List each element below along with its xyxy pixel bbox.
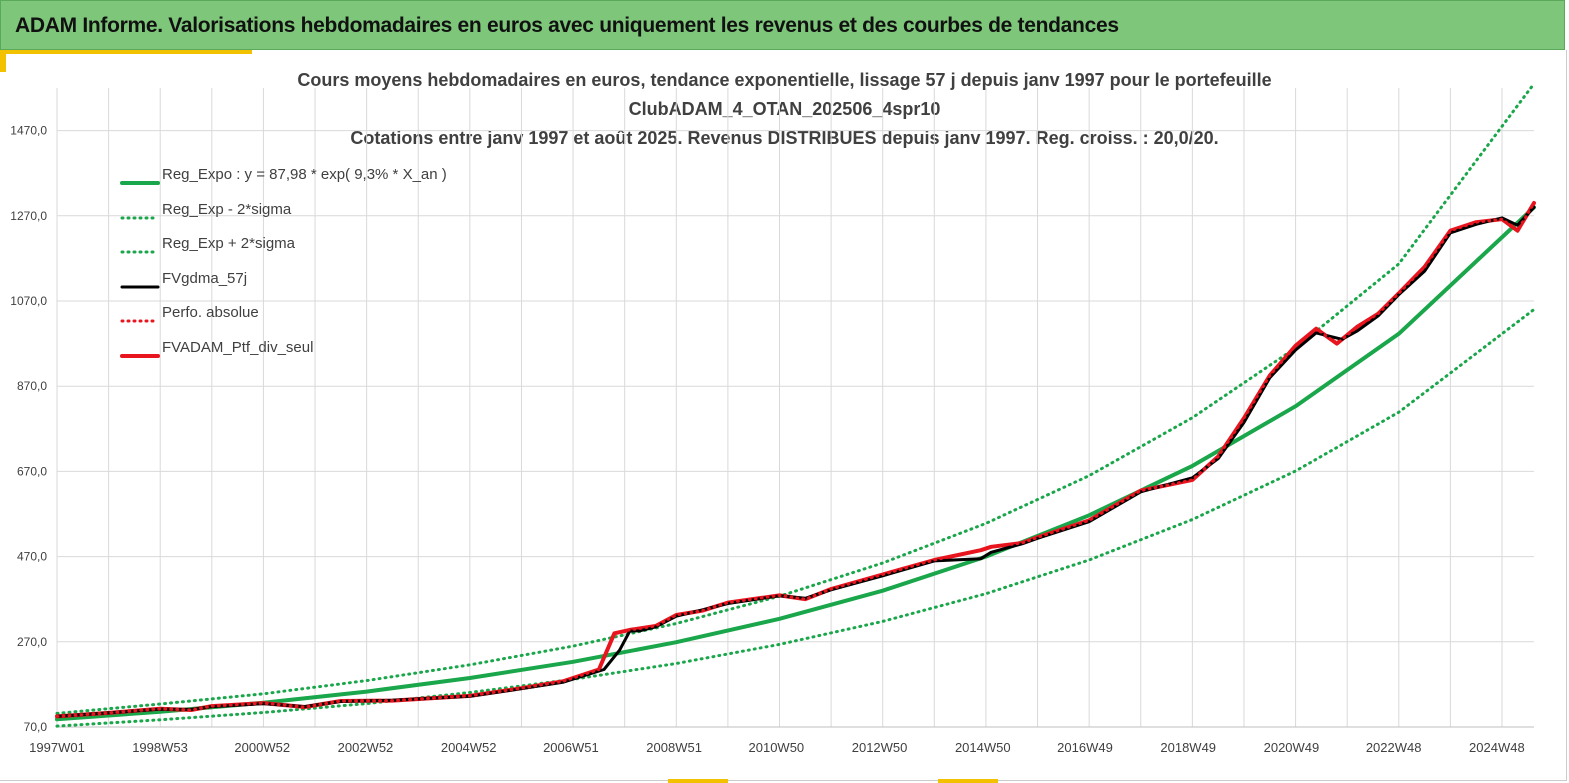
- legend-label-fvgdma: FVgdma_57j: [162, 269, 248, 287]
- series-line-0: [55, 205, 1536, 722]
- legend-swatch-fvadam: [120, 346, 160, 358]
- y-tick-label: 70,0: [24, 720, 48, 734]
- x-tick-label: 2000W52: [234, 740, 290, 755]
- x-tick-label: 2022W48: [1366, 740, 1422, 755]
- x-tick-label: 2006W51: [543, 740, 599, 755]
- page-title: ADAM Informe. Valorisations hebdomadaire…: [15, 14, 1119, 37]
- x-tick-label: 2010W50: [749, 740, 805, 755]
- legend-swatch-line: [120, 353, 160, 358]
- x-tick-label: 2008W51: [646, 740, 702, 755]
- y-tick-label: 670,0: [17, 464, 47, 478]
- x-tick-label: 2012W50: [852, 740, 908, 755]
- legend-swatch-reg-exp-minus: [120, 208, 160, 219]
- x-tick-label: 2020W49: [1264, 740, 1320, 755]
- legend-swatch-line: [120, 250, 160, 254]
- series-line-4: [55, 201, 1536, 718]
- x-tick-label: 2002W52: [338, 740, 394, 755]
- tick-layer: 70,0 270,0 470,0 670,0 870,0 1070,0 1270,0 1470…: [10, 124, 1524, 755]
- legend-swatch-line: [120, 181, 160, 185]
- accent-bar-bottom: [938, 779, 998, 783]
- x-tick-label: 2016W49: [1057, 740, 1113, 755]
- x-tick-label: 2018W49: [1160, 740, 1216, 755]
- accent-bar-left: [0, 50, 6, 72]
- grid-layer: [56, 88, 1534, 728]
- legend-swatch-reg-expo: [120, 173, 160, 185]
- y-tick-label: 1270,0: [10, 209, 47, 223]
- y-tick-label: 270,0: [17, 635, 47, 649]
- legend-swatch-reg-exp-plus: [120, 242, 160, 254]
- y-tick-label: 1470,0: [10, 124, 47, 138]
- x-tick-label: 1997W01: [29, 740, 85, 755]
- legend-label-fvadam: FVADAM_Ptf_div_seul: [162, 338, 314, 356]
- chart-title-line-3: Cotations entre janv 1997 et août 2025. …: [350, 128, 1219, 148]
- x-tick-label: 2024W48: [1469, 740, 1525, 755]
- legend-swatch-line: [120, 285, 160, 288]
- legend-label-reg-exp-plus: Reg_Exp + 2*sigma: [162, 235, 295, 252]
- legend-label-perfo-absolue: Perfo. absolue: [162, 304, 259, 321]
- y-tick-label: 1070,0: [10, 294, 47, 308]
- accent-bar-bottom: [668, 779, 728, 783]
- legend-swatch-line: [120, 216, 160, 219]
- legend-swatch-line: [120, 319, 160, 323]
- x-tick-label: 2014W50: [955, 740, 1011, 755]
- series-line-1: [55, 308, 1536, 728]
- header-banner: ADAM Informe. Valorisations hebdomadaire…: [0, 0, 1565, 50]
- x-tick-label: 1998W53: [132, 740, 188, 755]
- legend-swatch-perfo-absolue: [120, 311, 160, 323]
- legend-swatch-fvgdma: [120, 277, 160, 288]
- legend-label-reg-expo: Reg_Expo : y = 87,98 * exp( 9,3% * X_an …: [162, 166, 447, 183]
- y-tick-label: 870,0: [17, 379, 47, 393]
- chart-title-line-2: ClubADAM_4_OTAN_202506_4spr10: [628, 99, 941, 119]
- x-tick-label: 2004W52: [441, 740, 497, 755]
- chart-title-line-1: Cours moyens hebdomadaires en euros, ten…: [297, 70, 1272, 90]
- accent-bar-top: [6, 50, 252, 54]
- y-tick-label: 470,0: [17, 550, 47, 564]
- chart-frame: [0, 50, 1567, 781]
- series-layer: [55, 82, 1536, 728]
- legend-label-reg-exp-minus: Reg_Exp - 2*sigma: [162, 200, 292, 218]
